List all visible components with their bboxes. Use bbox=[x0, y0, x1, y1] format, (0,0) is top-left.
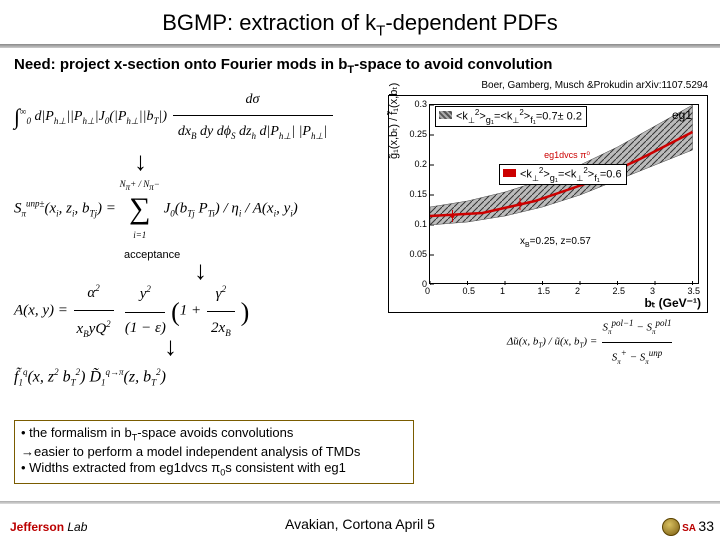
chart: g̃₁(x,bₜ) / f̃₁(x,bₜ) xBxB=0.25, z=0.57=… bbox=[388, 95, 708, 313]
footer-center: Avakian, Cortona April 5 bbox=[0, 516, 720, 532]
arrow-down-2: ↓ bbox=[194, 263, 374, 279]
legend-line: <k⊥2>g₁=<k⊥2>f₁=0.6 bbox=[499, 164, 627, 185]
equation-area: ∫∞0 d|Ph⊥||Ph⊥|J0(|Ph⊥||bT|) dσ dxB dy d… bbox=[14, 92, 374, 387]
page-number: 33 bbox=[698, 518, 714, 534]
title-rule bbox=[0, 44, 720, 48]
slide-title: BGMP: extraction of kT-dependent PDFs bbox=[0, 10, 720, 39]
eq-delta: Δ̃u(x, bT) / ũ(x, bT) = Sπpol−1 − Sπpol1… bbox=[507, 318, 674, 366]
bullet-3: • Widths extracted from eg1dvcs π0s cons… bbox=[21, 460, 407, 479]
need-line: Need: project x-section onto Fourier mod… bbox=[14, 56, 704, 76]
eq-sum: Sπunp±(xi, zi, bTj) = Nπ+ / Nπ− ∑ i=1 J0… bbox=[14, 175, 374, 243]
eg1-label: eg1 bbox=[672, 108, 692, 122]
eq-result: f̃1q(x, z2 bT2) D̃1q→π(z, bT2) bbox=[14, 367, 374, 388]
eq-acceptance: A(x, y) = α2 xByQ2 y2 (1 − ε) (1 + γ2 2x… bbox=[14, 283, 374, 339]
acceptance-label: acceptance bbox=[124, 249, 374, 261]
eq-integral: ∫∞0 d|Ph⊥||Ph⊥|J0(|Ph⊥||bT|) dσ dxB dy d… bbox=[14, 92, 374, 142]
arrow-down-1: ↓ bbox=[134, 154, 374, 170]
logo-right-text: SA bbox=[682, 523, 696, 534]
footer-rule bbox=[0, 501, 720, 504]
bullet-2: →easier to perform a model independent a… bbox=[21, 444, 407, 460]
chart-inset-label: xBxB=0.25, z=0.57=0.25, z=0.57 bbox=[520, 236, 591, 249]
legend-band: <k⊥2>g₁=<k⊥2>f₁=0.7± 0.2 bbox=[435, 106, 587, 127]
citation: Boer, Gamberg, Musch &Prokudin arXiv:110… bbox=[481, 80, 708, 91]
bullets-box: • the formalism in bT-space avoids convo… bbox=[14, 420, 414, 484]
seal-icon bbox=[662, 518, 680, 536]
chart-ylabel: g̃₁(x,bₜ) / f̃₁(x,bₜ) bbox=[387, 83, 400, 159]
chart-plot-area: xBxB=0.25, z=0.57=0.25, z=0.57 bbox=[429, 104, 699, 284]
chart-svg bbox=[430, 105, 700, 285]
eg1dvcs-label: eg1dvcs π⁰ bbox=[544, 150, 590, 161]
arrow-down-3: ↓ bbox=[164, 339, 374, 355]
bullet-1: • the formalism in bT-space avoids convo… bbox=[21, 425, 407, 444]
chart-xlabel: bₜ (GeV⁻¹) bbox=[644, 296, 701, 310]
